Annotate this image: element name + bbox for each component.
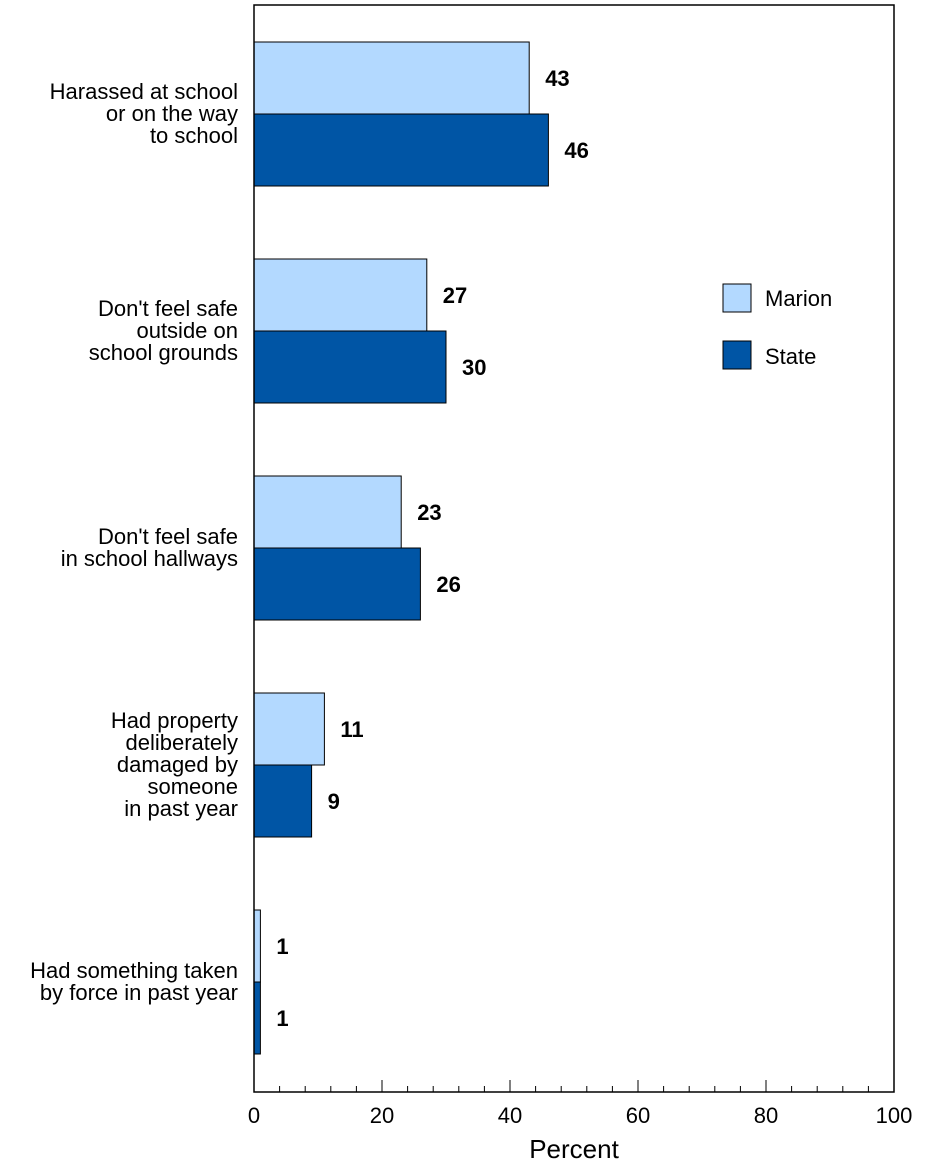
value-label-state-2: 26 [436, 572, 460, 597]
legend: Marion State [722, 283, 832, 370]
value-label-marion-4: 1 [276, 934, 288, 959]
category-label-line: to school [150, 123, 238, 148]
value-label-marion-2: 23 [417, 500, 441, 525]
value-label-marion-0: 43 [545, 66, 569, 91]
category-label-3: Had property deliberately damaged by someon… [111, 708, 238, 821]
x-axis-title: Percent [529, 1134, 619, 1164]
category-label-line: by force in past year [40, 980, 238, 1005]
tick-label-80: 80 [754, 1103, 778, 1128]
value-label-marion-1: 27 [443, 283, 467, 308]
category-label-line: Harassed at school [50, 79, 238, 104]
category-label-line: Had something taken [30, 958, 238, 983]
bar-state-3 [253, 764, 313, 838]
category-labels: Harassed at school or on the way to school… [30, 79, 238, 1005]
bar-marion-2 [253, 475, 402, 549]
category-label-line: Had property [111, 708, 238, 733]
bars-layer [253, 41, 549, 1055]
category-label-4: Had something taken by force in past year [30, 958, 238, 1005]
category-label-line: outside on [136, 318, 238, 343]
category-label-line: Don't feel safe [98, 524, 238, 549]
bar-state-2 [253, 547, 421, 621]
category-label-line: deliberately [125, 730, 238, 755]
plot-frame [253, 4, 895, 1093]
category-label-line: or on the way [106, 101, 238, 126]
legend-label-state: State [765, 344, 816, 369]
category-label-line: school grounds [89, 340, 238, 365]
legend-label-marion: Marion [765, 286, 832, 311]
category-label-1: Don't feel safe outside on school grounds [89, 296, 238, 365]
bar-state-4 [253, 981, 261, 1055]
value-label-state-3: 9 [328, 789, 340, 814]
bar-marion-4 [253, 909, 261, 983]
category-label-line: in school hallways [61, 546, 238, 571]
bar-state-1 [253, 330, 447, 404]
category-label-line: in past year [124, 796, 238, 821]
bar-marion-0 [253, 41, 530, 115]
value-label-state-1: 30 [462, 355, 486, 380]
category-label-0: Harassed at school or on the way to school [50, 79, 238, 148]
category-label-line: someone [147, 774, 238, 799]
tick-label-20: 20 [370, 1103, 394, 1128]
category-label-line: Don't feel safe [98, 296, 238, 321]
tick-label-40: 40 [498, 1103, 522, 1128]
bar-state-0 [253, 113, 549, 187]
tick-label-0: 0 [248, 1103, 260, 1128]
legend-swatch-state [722, 340, 752, 370]
tick-label-60: 60 [626, 1103, 650, 1128]
bar-marion-3 [253, 692, 325, 766]
value-label-state-0: 46 [564, 138, 588, 163]
tick-label-100: 100 [876, 1103, 913, 1128]
value-label-marion-3: 11 [340, 717, 363, 742]
category-label-line: damaged by [117, 752, 238, 777]
value-label-state-4: 1 [276, 1006, 288, 1031]
category-label-2: Don't feel safe in school hallways [61, 524, 238, 571]
bar-marion-1 [253, 258, 428, 332]
x-axis: 0 20 40 60 80 100 [248, 1080, 912, 1128]
legend-swatch-marion [722, 283, 752, 313]
